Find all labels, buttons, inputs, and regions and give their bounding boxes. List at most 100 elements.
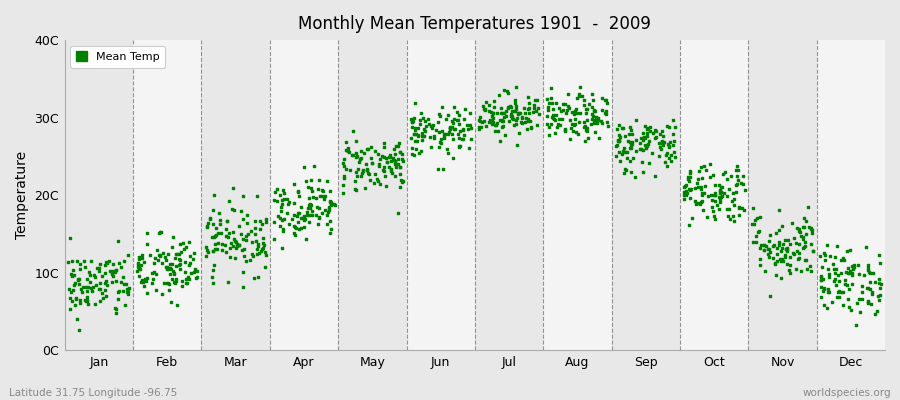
Point [624, 127, 638, 134]
Point [652, 131, 667, 137]
Point [77, 296, 92, 303]
Point [546, 112, 561, 118]
Point [493, 104, 508, 111]
Point [616, 148, 631, 154]
Point [200, 222, 214, 229]
Point [544, 121, 558, 128]
Point [140, 229, 154, 236]
Point [83, 272, 97, 278]
Point [623, 139, 637, 145]
Point [834, 288, 849, 295]
Point [179, 280, 194, 286]
Point [611, 137, 625, 143]
Point [388, 150, 402, 157]
Point [645, 150, 660, 156]
Point [851, 262, 866, 269]
Point [75, 289, 89, 296]
Point [551, 121, 565, 127]
Point [275, 217, 290, 224]
Point [207, 191, 221, 198]
Point [111, 296, 125, 302]
Point [202, 215, 217, 222]
Point [114, 278, 129, 285]
Point [649, 133, 663, 140]
Point [521, 106, 535, 112]
Point [636, 136, 651, 143]
Point [309, 194, 323, 201]
Point [302, 212, 316, 218]
Point [477, 107, 491, 113]
Point [463, 110, 477, 116]
Point [682, 222, 697, 228]
Point [628, 137, 643, 144]
Point [83, 278, 97, 285]
Point [230, 245, 244, 251]
Point [761, 238, 776, 245]
Point [695, 198, 709, 205]
Point [173, 260, 187, 267]
Point [346, 128, 360, 134]
Point [540, 121, 554, 127]
Point [612, 138, 626, 144]
Point [504, 113, 518, 120]
Point [783, 254, 797, 260]
Point [152, 228, 166, 235]
Point [692, 168, 706, 174]
Point [318, 193, 332, 199]
Point [679, 192, 693, 198]
Point [713, 188, 727, 194]
Point [441, 130, 455, 137]
Point [528, 97, 543, 104]
Point [487, 98, 501, 104]
Point [236, 284, 250, 290]
Point [273, 192, 287, 198]
Point [641, 125, 655, 131]
Point [453, 143, 467, 150]
Point [837, 256, 851, 263]
Point [71, 281, 86, 288]
Point [286, 230, 301, 236]
Point [495, 117, 509, 123]
Point [846, 262, 860, 268]
Point [775, 245, 789, 252]
Point [831, 272, 845, 278]
Point [211, 240, 225, 246]
Point [511, 110, 526, 116]
Point [302, 202, 316, 208]
Point [131, 266, 146, 272]
Point [373, 156, 387, 162]
Point [845, 265, 859, 272]
Point [498, 131, 512, 138]
Point [683, 195, 698, 201]
Point [666, 131, 680, 137]
Point [873, 285, 887, 292]
Point [666, 142, 680, 148]
Point [622, 131, 636, 137]
Point [814, 284, 828, 290]
Point [434, 135, 448, 142]
Point [779, 245, 794, 252]
Point [860, 299, 875, 305]
Point [634, 134, 649, 141]
Point [98, 286, 112, 293]
Point [820, 242, 834, 248]
Point [721, 213, 735, 219]
Point [112, 260, 127, 266]
Point [792, 228, 806, 234]
Point [109, 310, 123, 316]
Point [439, 146, 454, 152]
Point [730, 163, 744, 170]
Point [208, 246, 222, 252]
Point [578, 137, 592, 144]
Point [580, 125, 594, 131]
Point [172, 262, 186, 268]
Point [727, 217, 742, 224]
Point [508, 100, 523, 106]
Point [485, 113, 500, 120]
Point [637, 122, 652, 129]
Point [662, 144, 676, 151]
Point [814, 277, 829, 284]
Point [626, 155, 641, 162]
Point [508, 84, 523, 90]
Point [618, 166, 633, 172]
